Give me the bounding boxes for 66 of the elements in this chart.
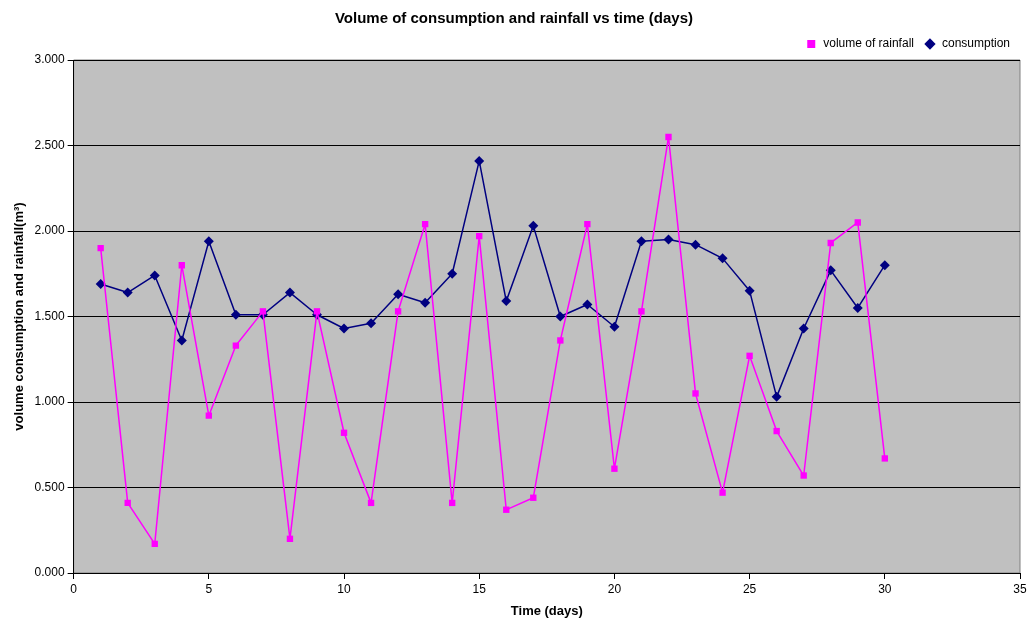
point — [717, 253, 728, 264]
point — [232, 342, 240, 349]
point — [313, 308, 321, 315]
point — [122, 287, 133, 298]
point — [557, 337, 564, 344]
point — [611, 465, 618, 472]
y-tick-label: 2.000 — [34, 223, 65, 238]
point — [501, 296, 512, 307]
chart-title: Volume of consumption and rainfall vs time (days) — [334, 9, 694, 27]
point — [854, 219, 861, 226]
x-tick-label: 5 — [205, 581, 213, 596]
point — [284, 287, 295, 298]
point — [771, 391, 782, 402]
point — [339, 323, 350, 334]
point — [95, 279, 106, 290]
x-tick-label: 15 — [472, 581, 487, 596]
y-tick-label: 3.000 — [34, 52, 65, 67]
point — [205, 412, 213, 419]
x-tick-label: 10 — [337, 581, 352, 596]
point — [663, 234, 674, 245]
x-tick-label: 25 — [742, 581, 757, 596]
point — [825, 265, 836, 276]
x-axis-title: Time (days) — [510, 602, 583, 618]
point — [176, 335, 187, 346]
point — [394, 308, 402, 315]
point — [420, 297, 431, 308]
y-tick-label: 1.500 — [34, 308, 65, 323]
point — [690, 239, 701, 250]
point — [881, 455, 888, 462]
y-tick-label: 0.500 — [34, 479, 65, 494]
x-tick-label: 35 — [1013, 581, 1027, 596]
point — [744, 285, 755, 296]
point — [528, 220, 539, 231]
point — [97, 244, 104, 252]
point — [230, 309, 241, 320]
point — [692, 390, 699, 397]
legend-label: volume of rainfall — [823, 36, 914, 51]
point — [773, 427, 780, 435]
point — [393, 289, 404, 300]
point — [259, 308, 267, 315]
point — [800, 472, 807, 479]
point — [474, 155, 485, 166]
point — [609, 321, 620, 332]
x-tick-label: 0 — [70, 581, 78, 596]
y-tick-label: 1.000 — [34, 394, 65, 409]
x-tick-label: 30 — [878, 581, 892, 596]
point — [149, 270, 160, 281]
point — [798, 323, 809, 334]
point — [555, 311, 566, 322]
point — [584, 220, 591, 228]
point — [719, 489, 726, 496]
point — [447, 268, 458, 279]
legend-label: consumption — [941, 36, 1011, 51]
point — [636, 236, 647, 247]
point — [665, 133, 672, 141]
point — [203, 236, 214, 247]
point — [852, 302, 863, 313]
point — [746, 352, 753, 360]
y-tick-label: 0.000 — [34, 565, 65, 580]
point — [582, 299, 593, 310]
y-tick-label: 2.500 — [34, 137, 65, 152]
y-axis-title: volume consumption and rainfall(m³) — [11, 202, 27, 431]
point — [879, 260, 890, 271]
x-tick-label: 20 — [607, 581, 622, 596]
point — [638, 308, 645, 315]
point — [366, 318, 377, 329]
